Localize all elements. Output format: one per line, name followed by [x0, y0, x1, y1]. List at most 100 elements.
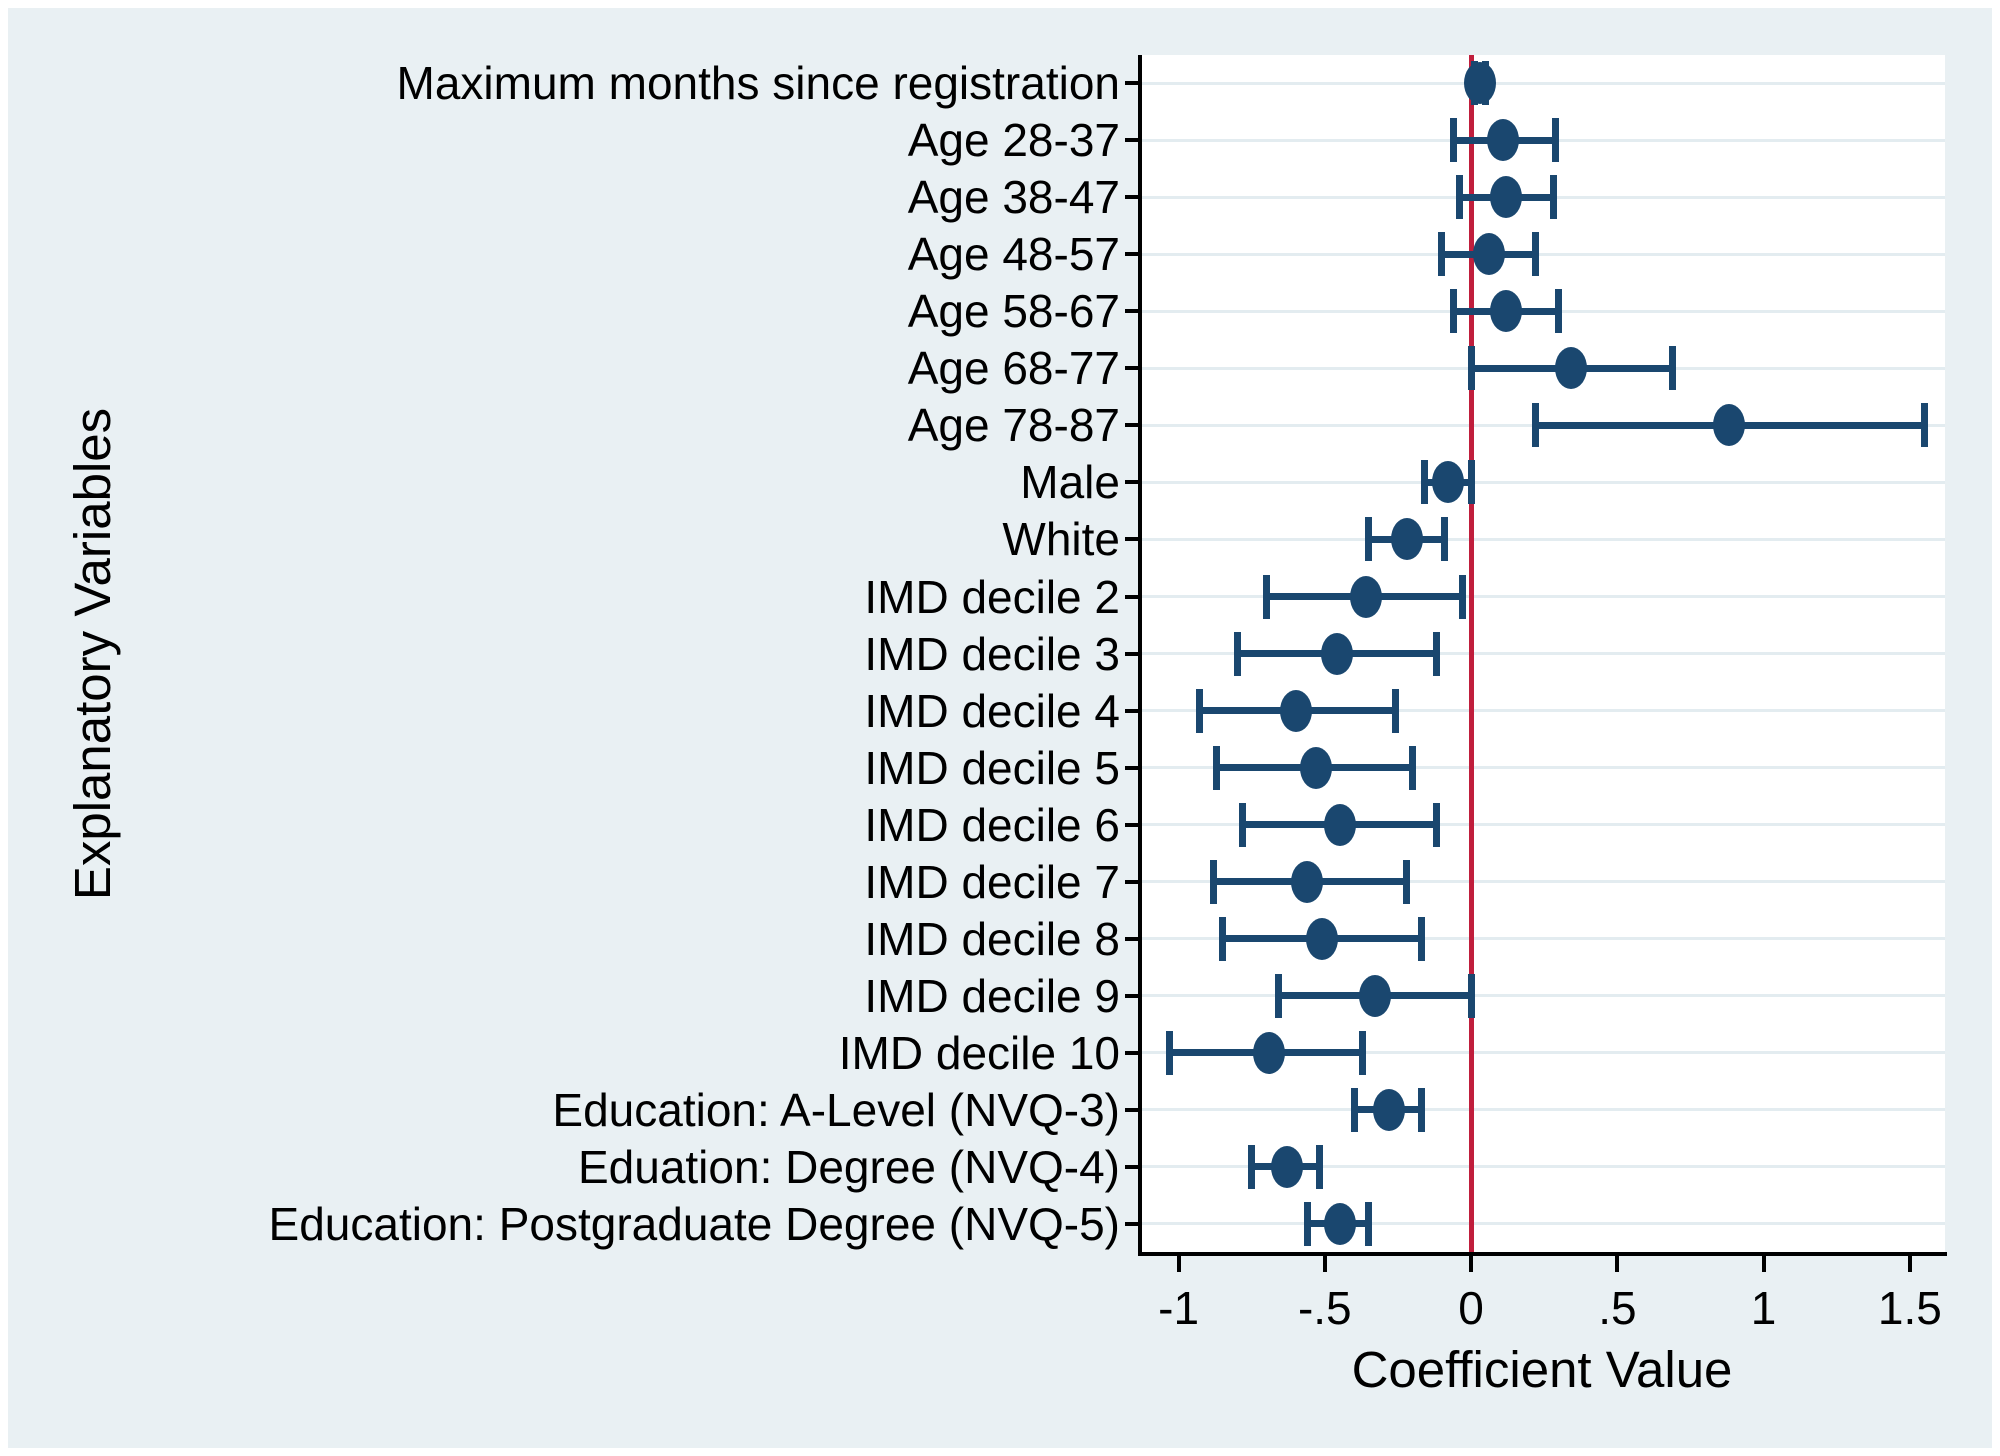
ci-cap-right [1359, 1030, 1367, 1075]
x-tick [1615, 1256, 1620, 1272]
y-tick [1125, 252, 1138, 257]
y-tick [1125, 195, 1138, 200]
coef-dot [1373, 1088, 1406, 1131]
category-label: Age 58-67 [907, 285, 1120, 338]
gridline [1142, 252, 1945, 256]
coef-dot [1305, 917, 1338, 960]
ci-cap-right [1403, 859, 1411, 904]
ci-cap-left [1166, 1030, 1174, 1075]
x-axis-line [1138, 1252, 1947, 1256]
y-tick [1125, 822, 1138, 827]
category-label: IMD decile 9 [864, 969, 1120, 1022]
x-tick [1907, 1256, 1912, 1272]
gridline [1142, 537, 1945, 541]
ci-cap-left [1195, 688, 1203, 733]
ci-cap-left [1274, 973, 1282, 1018]
y-tick [1125, 1164, 1138, 1169]
gridline [1142, 1051, 1945, 1055]
ci-cap-right [1552, 118, 1560, 163]
ci-cap-left [1262, 574, 1270, 619]
ci-cap-right [1669, 346, 1677, 391]
ci-cap-right [1458, 574, 1466, 619]
x-tick-label: 1.5 [1877, 1282, 1942, 1334]
coef-dot [1712, 404, 1745, 447]
ci-cap-left [1210, 859, 1218, 904]
coef-dot [1323, 803, 1356, 846]
coef-dot [1270, 1145, 1303, 1188]
coef-dot [1323, 1202, 1356, 1245]
ci-cap-left [1350, 1087, 1358, 1132]
y-tick [1125, 537, 1138, 542]
ci-cap-left [1467, 346, 1475, 391]
gridline [1142, 823, 1945, 827]
ci-cap-left [1438, 232, 1446, 277]
x-tick-label: .5 [1598, 1282, 1637, 1334]
ci-cap-left [1213, 745, 1221, 790]
ci-cap-right [1409, 745, 1417, 790]
category-label: IMD decile 6 [864, 798, 1120, 851]
gridline [1142, 1165, 1945, 1169]
x-tick-label: -.5 [1297, 1282, 1352, 1334]
ci-cap-right [1921, 403, 1928, 448]
ci-cap-right [1467, 460, 1475, 505]
category-label: Eduation: Degree (NVQ-4) [577, 1140, 1120, 1193]
gridline [1142, 937, 1945, 941]
category-label: IMD decile 4 [864, 684, 1120, 737]
category-label: IMD decile 8 [864, 912, 1120, 965]
coef-dot [1487, 119, 1520, 162]
coef-dot [1279, 689, 1312, 732]
category-label: Maximum months since registration [396, 57, 1120, 110]
coef-dot [1431, 461, 1464, 504]
coef-dot [1300, 746, 1333, 789]
y-tick [1125, 708, 1138, 713]
ci-cap-right [1432, 631, 1440, 676]
coef-dot [1390, 518, 1423, 561]
gridline [1142, 880, 1945, 884]
gridline [1142, 81, 1945, 85]
y-tick [1125, 879, 1138, 884]
gridline [1142, 652, 1945, 655]
ci-cap-right [1315, 1144, 1323, 1189]
y-tick [1125, 480, 1138, 485]
zero-line [1468, 55, 1474, 1252]
ci-cap-right [1555, 289, 1563, 334]
gridline [1142, 994, 1945, 998]
y-axis-line [1138, 55, 1142, 1256]
y-tick [1125, 1107, 1138, 1112]
ci-cap-left [1420, 460, 1428, 505]
ci-cap-right [1432, 802, 1440, 847]
ci-cap-left [1218, 916, 1226, 961]
y-tick [1125, 1221, 1138, 1226]
ci-cap-left [1239, 802, 1247, 847]
y-tick [1125, 936, 1138, 941]
ci-cap-right [1467, 973, 1475, 1018]
gridline [1142, 1108, 1945, 1112]
x-tick [1469, 1256, 1474, 1272]
y-tick [1125, 765, 1138, 770]
y-tick [1125, 651, 1138, 656]
coef-dot [1490, 290, 1523, 333]
category-label: IMD decile 5 [864, 741, 1120, 794]
category-label: Age 68-77 [907, 342, 1120, 395]
coef-dot [1349, 575, 1382, 618]
x-tick [1322, 1256, 1327, 1272]
category-label: Age 38-47 [907, 171, 1120, 224]
category-label: White [1002, 513, 1120, 566]
ci-cap-right [1417, 916, 1425, 961]
ci-cap-left [1455, 175, 1463, 220]
ci-cap-right [1441, 517, 1449, 562]
ci-cap-left [1365, 517, 1373, 562]
y-tick [1125, 423, 1138, 428]
category-label: IMD decile 10 [838, 1026, 1120, 1079]
y-tick [1125, 309, 1138, 314]
category-label: IMD decile 2 [864, 570, 1120, 623]
y-tick [1125, 138, 1138, 143]
y-tick [1125, 594, 1138, 599]
x-tick-label: 1 [1750, 1282, 1777, 1334]
category-label: Education: Postgraduate Degree (NVQ-5) [268, 1197, 1120, 1250]
gridline [1142, 766, 1945, 770]
coef-dot [1291, 860, 1324, 903]
gridline [1142, 480, 1945, 484]
category-label: Education: A-Level (NVQ-3) [552, 1083, 1120, 1136]
ci-cap-right [1417, 1087, 1425, 1132]
